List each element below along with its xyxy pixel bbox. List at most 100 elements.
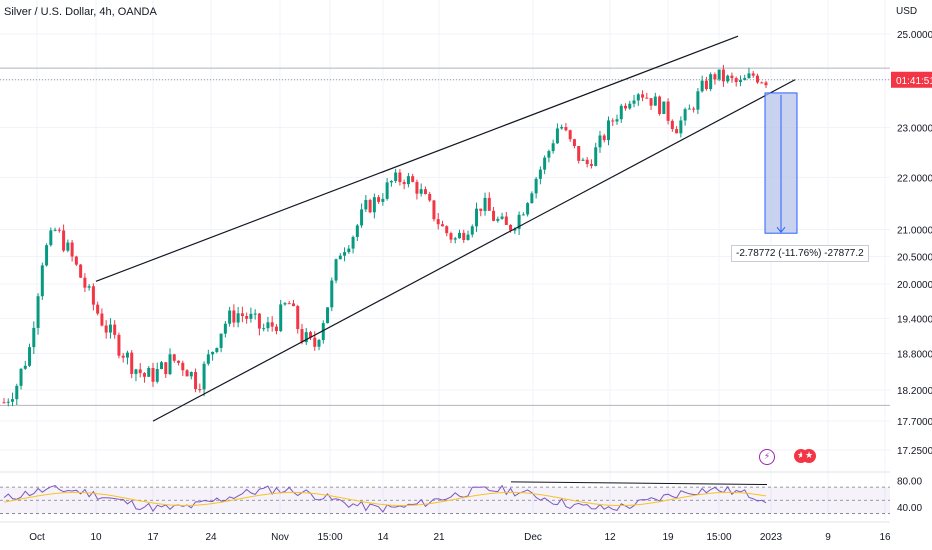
candle-body [526,203,530,215]
candle-body [440,224,444,227]
candle-body [385,182,389,199]
candle-body [406,176,410,185]
trendline-lower [152,79,796,422]
candle-body [726,75,730,82]
candle-body [755,75,759,83]
candle-body [641,94,645,98]
candle-body [138,369,142,374]
candle-body [168,354,172,375]
candle-body [155,368,159,382]
candle-body [189,372,193,377]
candle-body [113,324,117,335]
candle-body [142,373,146,377]
candle-body [360,209,364,226]
candle-body [483,197,487,211]
candle-body [100,313,104,326]
candle-body [79,264,83,278]
candle-body [53,229,57,231]
candle-body [274,326,278,332]
candle-body [649,98,653,106]
candle-body [249,313,253,319]
candle-body [449,233,453,240]
candle-body [509,224,513,231]
candle-body [747,73,751,79]
candle-body [2,402,6,404]
candle-body [598,135,602,148]
candle-body [606,120,610,141]
candlestick-series [2,64,768,407]
candle-body [730,75,734,79]
candle-body [436,219,440,225]
candle-body [423,189,427,195]
candle-body [287,303,291,305]
candle-body [683,109,687,121]
us-flag-event-icon-2[interactable]: ★ [802,449,816,463]
candle-body [670,120,674,130]
rsi-tick-label: 40.00 [897,503,922,514]
price-tick-label: 23.00000 [897,123,932,134]
candle-body [147,367,151,377]
lightning-event-icon[interactable]: ⚡ [759,449,775,465]
candle-body [611,120,615,122]
time-tick-label: 17 [147,532,159,543]
candle-body [547,151,551,158]
candle-body [270,322,274,327]
measure-arrow-head [776,226,786,234]
candle-body [466,234,470,240]
candle-body [543,157,547,170]
candle-body [721,69,725,82]
candle-body [517,214,521,229]
candle-body [470,226,474,235]
candle-body [555,128,559,144]
candle-body [428,194,432,201]
time-tick-label: Dec [524,532,542,543]
candle-body [6,401,10,403]
candle-body [236,313,240,323]
candle-body [704,80,708,90]
candle-body [211,351,215,355]
candle-body [653,96,657,106]
candle-body [717,69,721,80]
candle-body [32,327,36,348]
candle-body [462,232,466,240]
candle-body [228,310,232,324]
candle-body [202,363,206,390]
candle-body [394,172,398,181]
candle-body [36,296,40,328]
candle-body [96,304,100,314]
candle-body [321,323,325,340]
time-tick-label: 24 [205,532,217,543]
candle-body [283,303,287,305]
countdown-label: 01:41:51 [896,76,932,87]
candle-body [262,328,266,330]
candle-body [560,127,564,129]
candle-body [62,230,66,251]
candle-body [760,82,764,84]
candle-body [568,130,572,140]
candle-body [117,334,121,356]
candle-body [577,146,581,161]
candle-body [28,347,32,366]
candle-body [364,199,368,210]
candle-body [338,255,342,260]
candle-body [675,129,679,134]
candle-body [83,277,87,288]
price-range-measure[interactable] [764,92,798,234]
candle-body [309,332,313,338]
candle-body [134,369,138,374]
candle-body [15,385,19,400]
candle-body [40,265,44,297]
rsi-divergence-line [510,481,768,486]
candle-body [632,100,636,104]
candle-body [453,238,457,240]
price-axis[interactable]: USD25.0000024.0000023.0000022.0000021.00… [890,0,932,550]
rsi-line [3,484,767,513]
trendlines [95,35,796,422]
candle-body [104,325,108,333]
current-price-tag [891,71,932,88]
time-axis[interactable]: Oct 10 17 24 Nov 15:00 14 21 Dec 12 19 15:00 2023 9 16 [0,521,891,543]
price-tick-label: 22.00000 [897,173,932,184]
candle-body [334,259,338,281]
